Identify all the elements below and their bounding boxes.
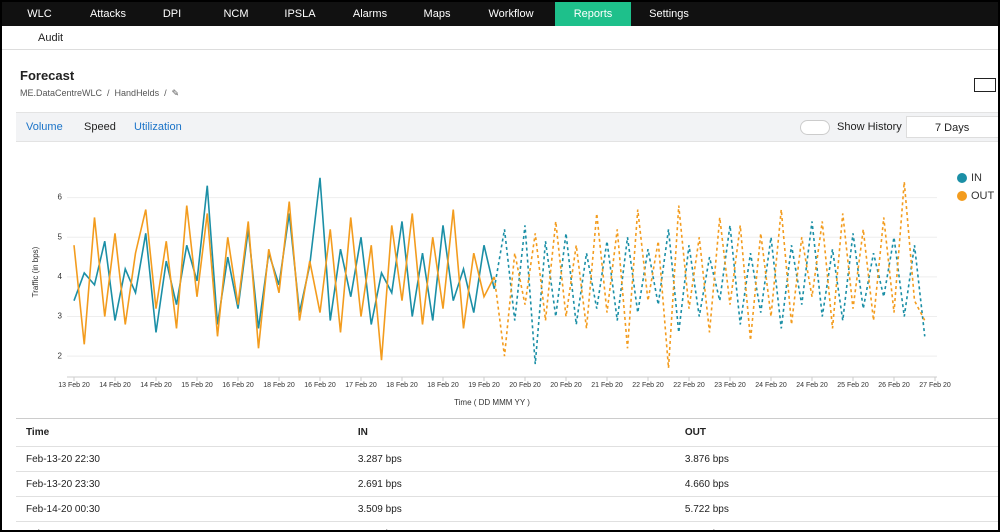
x-tick-label: 13 Feb 20 xyxy=(58,382,90,389)
nav-item[interactable]: Workflow xyxy=(488,8,534,20)
tab[interactable]: Volume xyxy=(26,121,63,133)
series-line xyxy=(493,221,926,365)
nav-item[interactable]: NCM xyxy=(223,8,249,20)
x-axis-label: Time ( DD MMM YY ) xyxy=(454,398,530,407)
x-tick-label: 14 Feb 20 xyxy=(140,382,172,389)
nav-item[interactable]: Reports xyxy=(555,2,631,26)
x-tick-label: 26 Feb 20 xyxy=(878,382,910,389)
table-cell: 4.438 bps xyxy=(347,521,675,530)
edit-icon[interactable]: ✎ xyxy=(171,88,180,98)
tab[interactable]: Utilization xyxy=(134,121,182,133)
crumb-sep: / xyxy=(107,88,110,98)
history-label: Show History xyxy=(837,121,902,133)
nav-item[interactable]: DPI xyxy=(162,8,182,20)
column-header: OUT xyxy=(674,418,998,447)
column-header[interactable]: Time xyxy=(16,418,348,447)
x-tick-label: 25 Feb 20 xyxy=(837,382,869,389)
nav-item[interactable]: IPSLA xyxy=(284,8,316,20)
breadcrumb: ME.DataCentreWLC / HandHelds / ✎ xyxy=(20,88,184,99)
series-line xyxy=(73,201,495,361)
x-tick-label: 24 Feb 20 xyxy=(796,382,828,389)
table-cell: 3.509 bps xyxy=(347,496,675,522)
x-tick-label: 18 Feb 20 xyxy=(427,382,459,389)
nav-item[interactable]: WLC xyxy=(27,8,52,20)
table-cell: 5.722 bps xyxy=(674,496,998,522)
x-tick-label: 18 Feb 20 xyxy=(263,382,295,389)
table-cell: Feb-14-20 00:30 xyxy=(16,496,348,522)
tab-bar: Volume Speed Utilization Show History 7 … xyxy=(16,112,998,142)
crumb[interactable]: ME.DataCentreWLC xyxy=(20,88,103,98)
y-tick-label: 4 xyxy=(58,272,63,281)
mail-icon[interactable] xyxy=(974,78,996,92)
x-tick-label: 17 Feb 20 xyxy=(345,382,377,389)
y-tick-label: 2 xyxy=(58,351,63,360)
nav-item[interactable]: Settings xyxy=(649,8,689,20)
table-cell: 4.722 bps xyxy=(674,521,998,530)
x-tick-label: 20 Feb 20 xyxy=(509,382,541,389)
table-row: Feb-14-20 00:30 3.509 bps 5.722 bps xyxy=(16,496,998,522)
y-axis-label: Traffic (in bps) xyxy=(31,246,40,297)
tab[interactable]: Speed xyxy=(84,121,116,133)
table-cell: 3.876 bps xyxy=(674,446,998,472)
legend-marker xyxy=(957,191,967,201)
table-cell: Feb-14-20 01:30 xyxy=(16,521,348,530)
x-tick-label: 22 Feb 20 xyxy=(632,382,664,389)
nav-item[interactable]: Attacks xyxy=(89,8,127,20)
table-row: Feb-13-20 23:30 2.691 bps 4.660 bps xyxy=(16,471,998,497)
nav-item[interactable]: Alarms xyxy=(352,8,388,20)
x-tick-label: 14 Feb 20 xyxy=(99,382,131,389)
y-tick-label: 3 xyxy=(58,312,63,321)
sub-nav-item[interactable]: Audit xyxy=(38,32,64,44)
x-tick-label: 16 Feb 20 xyxy=(222,382,254,389)
y-tick-label: 6 xyxy=(58,193,63,202)
crumb-sep: / xyxy=(164,88,167,98)
range-select[interactable]: 7 Days xyxy=(906,116,998,138)
history-toggle[interactable] xyxy=(800,120,830,135)
x-tick-label: 22 Feb 20 xyxy=(673,382,705,389)
top-nav: WLC Attacks DPI NCM IPSLA Alarms Maps Workflow R… xyxy=(2,2,998,26)
x-tick-label: 16 Feb 20 xyxy=(304,382,336,389)
x-tick-label: 20 Feb 20 xyxy=(550,382,582,389)
x-tick-label: 18 Feb 20 xyxy=(386,382,418,389)
crumb[interactable]: HandHelds xyxy=(114,88,160,98)
x-tick-label: 19 Feb 20 xyxy=(468,382,500,389)
nav-item[interactable]: Maps xyxy=(423,8,451,20)
page-title: Forecast xyxy=(20,68,75,83)
x-tick-label: 15 Feb 20 xyxy=(181,382,213,389)
legend-marker xyxy=(957,173,967,183)
table-cell: Feb-13-20 22:30 xyxy=(16,446,348,472)
table-row: Feb-13-20 22:30 3.287 bps 3.876 bps xyxy=(16,446,998,472)
table-cell: 3.287 bps xyxy=(347,446,675,472)
legend-label: IN xyxy=(971,172,982,184)
table-cell: 2.691 bps xyxy=(347,471,675,497)
table-cell: Feb-13-20 23:30 xyxy=(16,471,348,497)
table-cell: 4.660 bps xyxy=(674,471,998,497)
x-tick-label: 23 Feb 20 xyxy=(714,382,746,389)
x-tick-label: 27 Feb 20 xyxy=(919,382,951,389)
legend-label: OUT xyxy=(971,190,995,202)
x-tick-label: 24 Feb 20 xyxy=(755,382,787,389)
chart: Traffic (in bps) Time ( DD MMM YY ) 2 3 4 5… xyxy=(31,172,995,407)
data-table: Time IN OUT Feb-13-20 22:30 3.287 bps 3.876 b… xyxy=(16,418,998,530)
sub-nav: Audit xyxy=(2,26,998,50)
series-line xyxy=(493,181,926,369)
x-tick-label: 21 Feb 20 xyxy=(591,382,623,389)
range-label: 7 Days xyxy=(935,122,970,134)
column-header: IN xyxy=(347,418,675,447)
y-tick-label: 5 xyxy=(58,232,63,241)
